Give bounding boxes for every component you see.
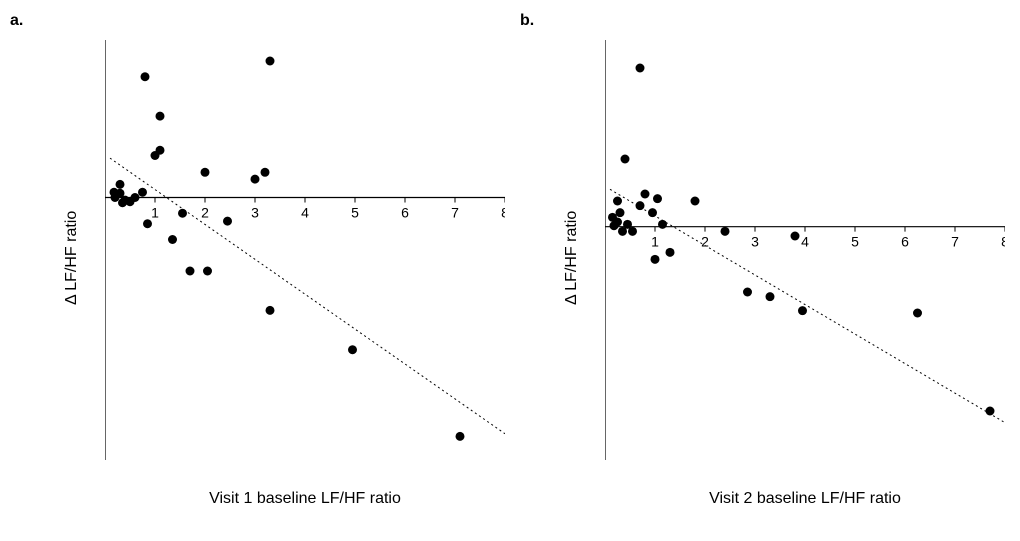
scatter-point bbox=[791, 232, 800, 241]
scatter-point bbox=[266, 57, 275, 66]
x-tick-label: 5 bbox=[851, 234, 859, 250]
scatter-point bbox=[616, 208, 625, 217]
scatter-point bbox=[648, 208, 657, 217]
scatter-point bbox=[743, 288, 752, 297]
scatter-point bbox=[913, 309, 922, 318]
scatter-panel-b: 012345678-5-4-3-2-11234 bbox=[605, 40, 1005, 460]
x-tick-label: 7 bbox=[951, 234, 959, 250]
scatter-point bbox=[156, 146, 165, 155]
scatter-point bbox=[691, 197, 700, 206]
x-tick-label: 7 bbox=[451, 205, 459, 221]
scatter-point bbox=[141, 72, 150, 81]
scatter-point bbox=[138, 188, 147, 197]
x-tick-label: 6 bbox=[401, 205, 409, 221]
scatter-svg-a: 012345678-5-4-3-2-1123 bbox=[105, 40, 505, 460]
panel-label-a: a. bbox=[10, 12, 23, 30]
scatter-point bbox=[636, 201, 645, 210]
x-tick-label: 2 bbox=[201, 205, 209, 221]
panel-label-b: b. bbox=[520, 12, 534, 30]
scatter-point bbox=[168, 235, 177, 244]
x-tick-label: 4 bbox=[801, 234, 809, 250]
scatter-point bbox=[156, 112, 165, 121]
x-tick-label: 2 bbox=[701, 234, 709, 250]
scatter-point bbox=[261, 168, 270, 177]
scatter-point bbox=[721, 227, 730, 236]
x-tick-label: 3 bbox=[251, 205, 259, 221]
scatter-point bbox=[116, 180, 125, 189]
x-tick-label: 8 bbox=[1001, 234, 1005, 250]
scatter-point bbox=[223, 217, 232, 226]
y-axis-title-b: Δ LF/HF ratio bbox=[563, 211, 581, 305]
scatter-point bbox=[131, 193, 140, 202]
scatter-point bbox=[613, 218, 622, 227]
scatter-point bbox=[348, 345, 357, 354]
x-tick-label: 3 bbox=[751, 234, 759, 250]
scatter-panel-a: 012345678-5-4-3-2-1123 bbox=[105, 40, 505, 460]
scatter-point bbox=[203, 267, 212, 276]
x-tick-label: 1 bbox=[151, 205, 159, 221]
trendline bbox=[110, 158, 505, 434]
scatter-point bbox=[641, 190, 650, 199]
x-tick-label: 6 bbox=[901, 234, 909, 250]
scatter-point bbox=[628, 227, 637, 236]
scatter-point bbox=[636, 64, 645, 73]
scatter-point bbox=[986, 407, 995, 416]
figure: a.012345678-5-4-3-2-1123Δ LF/HF ratioVis… bbox=[0, 0, 1020, 541]
scatter-point bbox=[798, 306, 807, 315]
scatter-point bbox=[653, 194, 662, 203]
scatter-point bbox=[456, 432, 465, 441]
y-axis-title-a: Δ LF/HF ratio bbox=[63, 211, 81, 305]
x-tick-label: 4 bbox=[301, 205, 309, 221]
scatter-point bbox=[658, 220, 667, 229]
x-axis-title-b: Visit 2 baseline LF/HF ratio bbox=[605, 490, 1005, 508]
x-tick-label: 1 bbox=[651, 234, 659, 250]
scatter-point bbox=[251, 175, 260, 184]
scatter-point bbox=[186, 267, 195, 276]
scatter-point bbox=[666, 248, 675, 257]
scatter-svg-b: 012345678-5-4-3-2-11234 bbox=[605, 40, 1005, 460]
scatter-point bbox=[143, 219, 152, 228]
scatter-point bbox=[613, 197, 622, 206]
trendline bbox=[610, 189, 1005, 422]
x-tick-label: 8 bbox=[501, 205, 505, 221]
scatter-point bbox=[621, 155, 630, 164]
scatter-point bbox=[766, 292, 775, 301]
scatter-point bbox=[266, 306, 275, 315]
x-tick-label: 5 bbox=[351, 205, 359, 221]
scatter-point bbox=[651, 255, 660, 264]
scatter-point bbox=[178, 209, 187, 218]
scatter-point bbox=[201, 168, 210, 177]
x-axis-title-a: Visit 1 baseline LF/HF ratio bbox=[105, 490, 505, 508]
